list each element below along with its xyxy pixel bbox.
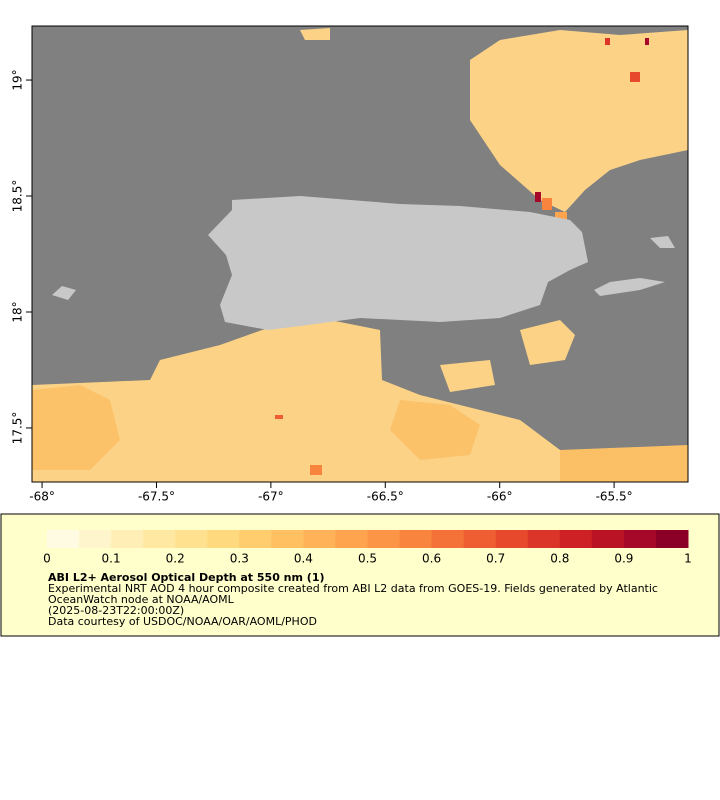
colorbar-bin [399,530,433,548]
colorbar-bin [463,530,497,548]
colorbar-bin [559,530,593,548]
colorbar-tick-label: 0.4 [294,552,313,566]
colorbar-bin [527,530,561,548]
y-tick-label: 19° [11,69,25,90]
colorbar-bin [495,530,529,548]
colorbar-tick-label: 0.7 [486,552,505,566]
colorbar-bin [591,530,625,548]
caption-line: Data courtesy of USDOC/NOAA/OAR/AOML/PHO… [48,615,317,628]
colorbar-bin [207,530,240,548]
colorbar-tick-label: 0 [43,552,51,566]
colorbar-bin [79,530,112,548]
x-tick-label: -68° [29,490,55,504]
colorbar-bin [303,530,336,548]
colorbar-tick-label: 0.3 [230,552,249,566]
colorbar-bin [47,530,80,548]
y-tick-label: 18° [11,301,25,322]
colorbar-bin [143,530,176,548]
colorbar-bin [367,530,401,548]
colorbar-tick-label: 1 [684,552,692,566]
caption-title: ABI L2+ Aerosol Optical Depth at 550 nm … [48,571,325,584]
x-tick-label: -66° [487,490,513,504]
land [52,196,675,330]
colorbar-tick-label: 0.5 [358,552,377,566]
caption-line: OceanWatch node at NOAA/AOML [48,593,235,606]
colorbar-bin [111,530,144,548]
x-tick-label: -67° [258,490,284,504]
colorbar-bin [431,530,465,548]
colorbar-tick-label: 0.6 [422,552,441,566]
colorbar-bin [239,530,272,548]
colorbar-tick-label: 0.8 [550,552,569,566]
colorbar-bin [271,530,304,548]
caption-line: Experimental NRT AOD 4 hour composite cr… [48,582,658,595]
aerosol-field [32,28,688,482]
y-tick-label: 17.5° [11,412,25,445]
colorbar-tick-label: 0.2 [166,552,185,566]
map-frame [31,25,689,483]
colorbar-bin [335,530,368,548]
colorbar-bin [655,530,689,548]
x-tick-label: -67.5° [138,490,175,504]
caption-line: (2025-08-23T22:00:00Z) [48,604,184,617]
colorbar-bin [623,530,657,548]
colorbar-bin [175,530,208,548]
x-tick-label: -66.5° [367,490,404,504]
x-tick-label: -65.5° [596,490,633,504]
y-tick-label: 18.5° [11,180,25,213]
colorbar-tick-label: 0.9 [614,552,633,566]
colorbar-tick-label: 0.1 [102,552,121,566]
